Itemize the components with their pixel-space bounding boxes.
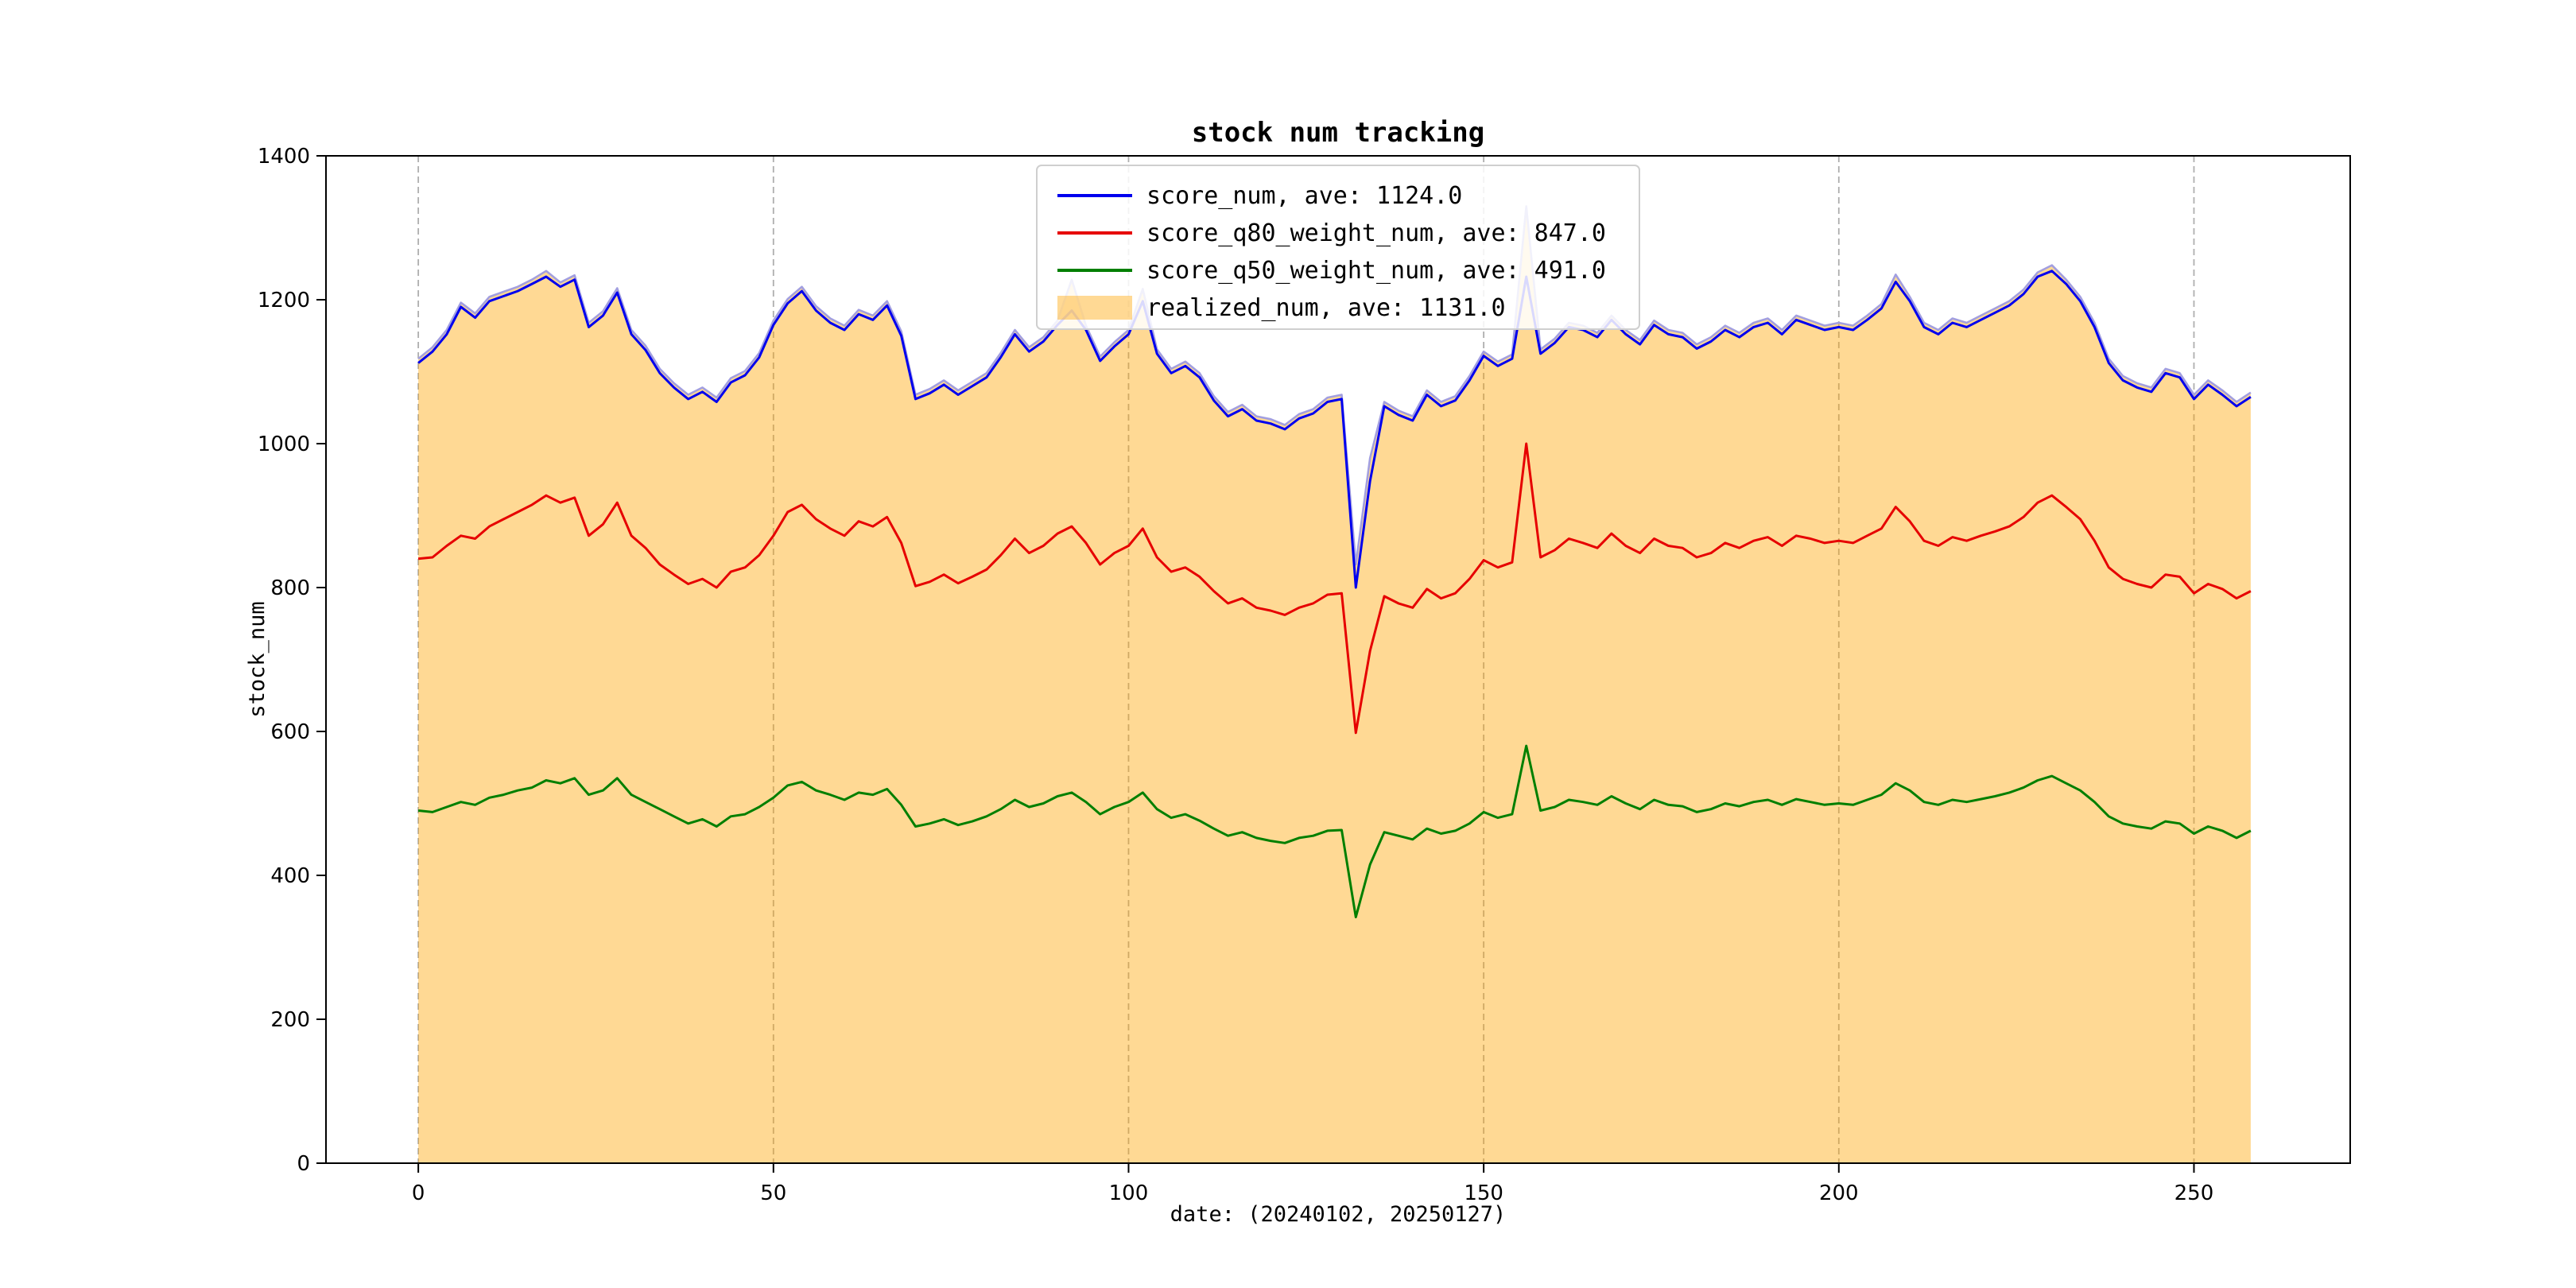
y-axis-label: stock_num [245, 601, 270, 717]
y-tick-label-400: 400 [270, 864, 310, 888]
legend-swatch-patch [1057, 296, 1132, 320]
realized-num-area [418, 206, 2251, 1163]
y-tick-label-600: 600 [270, 720, 310, 744]
legend-item-3: realized_num, ave: 1131.0 [1057, 294, 1506, 322]
x-tick-label-200: 200 [1819, 1181, 1859, 1205]
y-tick-label-0: 0 [297, 1152, 310, 1176]
legend-box [1036, 165, 1640, 330]
chart-title: stock num tracking [1192, 117, 1484, 149]
y-tick-label-1000: 1000 [258, 433, 310, 456]
x-axis: 0 50 100 150 200 250 [412, 1163, 2213, 1205]
legend-label-0: score_num, ave: 1124.0 [1146, 182, 1462, 210]
legend-item-0: score_num, ave: 1124.0 [1057, 182, 1462, 210]
score_num-line [417, 270, 2252, 589]
y-tick-label-200: 200 [270, 1008, 310, 1032]
legend-item-1: score_q80_weight_num, ave: 847.0 [1057, 219, 1606, 247]
legend-item-2: score_q50_weight_num, ave: 491.0 [1057, 257, 1606, 285]
y-axis: 0 200 400 600 800 1000 1200 1400 [258, 145, 326, 1176]
x-axis-label: date: (20240102, 20250127) [1170, 1202, 1507, 1227]
x-tick-label-50: 50 [760, 1181, 786, 1205]
realized-num-line [417, 205, 2252, 566]
axes-spines [325, 155, 2351, 1164]
x-tick-label-0: 0 [412, 1181, 425, 1205]
score_q80_weight_num-line [417, 442, 2252, 735]
y-tick-label-1400: 1400 [258, 145, 310, 169]
legend-label-3: realized_num, ave: 1131.0 [1146, 294, 1506, 322]
legend-label-1: score_q80_weight_num, ave: 847.0 [1146, 219, 1606, 247]
x-tick-label-150: 150 [1464, 1181, 1503, 1205]
y-tick-label-1200: 1200 [258, 289, 310, 312]
x-tick-label-250: 250 [2174, 1181, 2214, 1205]
x-tick-label-100: 100 [1109, 1181, 1149, 1205]
legend-label-2: score_q50_weight_num, ave: 491.0 [1146, 257, 1606, 285]
legend: score_num, ave: 1124.0 score_q80_weight_n… [1036, 165, 1640, 330]
y-tick-label-800: 800 [270, 576, 310, 600]
score_q50_weight_num-line [417, 744, 2252, 918]
